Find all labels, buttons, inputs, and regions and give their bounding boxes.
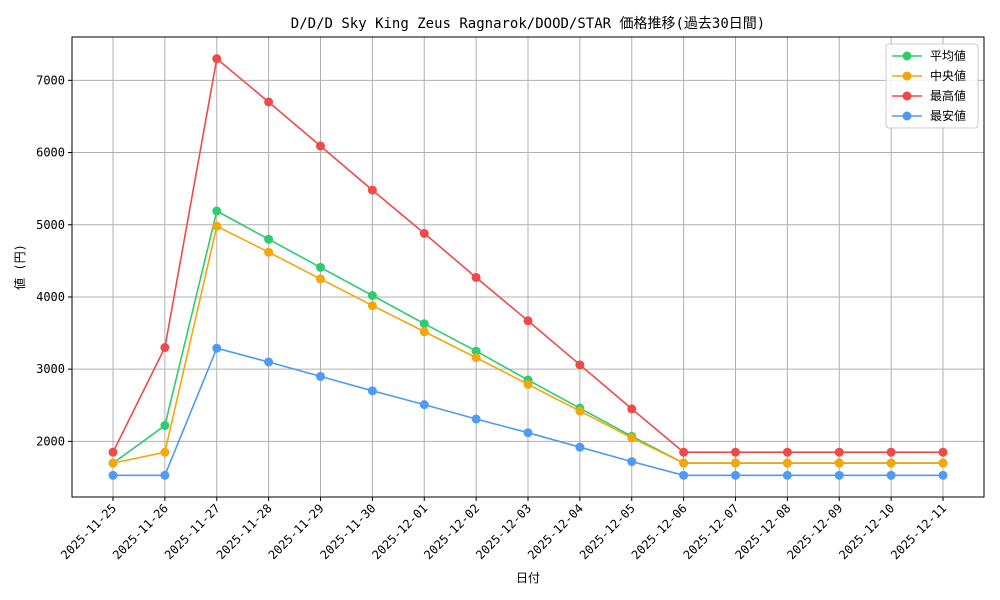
- data-point: [368, 186, 377, 195]
- data-point: [783, 471, 792, 480]
- data-point: [835, 448, 844, 457]
- legend-marker: [903, 92, 912, 101]
- data-point: [316, 142, 325, 151]
- data-point: [575, 443, 584, 452]
- data-point: [887, 448, 896, 457]
- legend-marker: [903, 52, 912, 61]
- data-point: [731, 471, 740, 480]
- data-point: [420, 319, 429, 328]
- data-point: [316, 263, 325, 272]
- legend-label: 最安値: [930, 108, 966, 123]
- data-point: [524, 316, 533, 325]
- data-point: [524, 380, 533, 389]
- data-point: [887, 459, 896, 468]
- data-point: [627, 404, 636, 413]
- data-point: [368, 291, 377, 300]
- y-tick-label: 4000: [36, 290, 65, 304]
- data-point: [264, 357, 273, 366]
- data-point: [160, 471, 169, 480]
- data-point: [524, 428, 533, 437]
- data-point: [212, 344, 221, 353]
- data-point: [316, 372, 325, 381]
- legend-label: 平均値: [930, 48, 966, 63]
- data-point: [109, 459, 118, 468]
- data-point: [939, 459, 948, 468]
- data-point: [575, 360, 584, 369]
- data-point: [316, 274, 325, 283]
- legend-label: 中央値: [930, 68, 966, 83]
- y-tick-label: 2000: [36, 434, 65, 448]
- data-point: [160, 448, 169, 457]
- data-point: [679, 471, 688, 480]
- data-point: [212, 54, 221, 63]
- data-point: [472, 273, 481, 282]
- data-point: [368, 386, 377, 395]
- price-chart: D/D/D Sky King Zeus Ragnarok/DOOD/STAR 価…: [0, 0, 1000, 600]
- data-point: [472, 353, 481, 362]
- data-point: [264, 235, 273, 244]
- data-point: [835, 459, 844, 468]
- data-point: [212, 207, 221, 216]
- y-tick-label: 6000: [36, 146, 65, 160]
- data-point: [109, 471, 118, 480]
- data-point: [264, 97, 273, 106]
- data-point: [472, 415, 481, 424]
- data-point: [627, 433, 636, 442]
- data-point: [731, 448, 740, 457]
- data-point: [160, 421, 169, 430]
- data-point: [264, 248, 273, 257]
- legend-marker: [903, 112, 912, 121]
- y-tick-label: 3000: [36, 362, 65, 376]
- data-point: [420, 400, 429, 409]
- data-point: [212, 222, 221, 231]
- chart-title: D/D/D Sky King Zeus Ragnarok/DOOD/STAR 価…: [291, 16, 765, 32]
- data-point: [783, 448, 792, 457]
- data-point: [887, 471, 896, 480]
- data-point: [109, 448, 118, 457]
- y-axis: 2000 3000 4000 5000 6000 7000: [36, 73, 72, 448]
- data-point: [679, 459, 688, 468]
- data-point: [420, 229, 429, 238]
- data-point: [420, 327, 429, 336]
- x-axis: 2025-11-252025-11-262025-11-272025-11-28…: [58, 497, 949, 562]
- y-tick-label: 5000: [36, 218, 65, 232]
- legend-marker: [903, 72, 912, 81]
- data-point: [368, 301, 377, 310]
- y-tick-label: 7000: [36, 73, 65, 87]
- y-axis-label: 値 (円): [12, 244, 27, 290]
- data-point: [939, 448, 948, 457]
- x-axis-label: 日付: [516, 571, 540, 585]
- data-point: [575, 407, 584, 416]
- data-point: [783, 459, 792, 468]
- x-tick-label: 2025-12-11: [888, 501, 949, 562]
- data-point: [835, 471, 844, 480]
- data-point: [939, 471, 948, 480]
- data-point: [679, 448, 688, 457]
- data-point: [731, 459, 740, 468]
- data-point: [627, 457, 636, 466]
- data-point: [160, 343, 169, 352]
- legend: 平均値中央値最高値最安値: [886, 44, 978, 128]
- legend-label: 最高値: [930, 88, 966, 103]
